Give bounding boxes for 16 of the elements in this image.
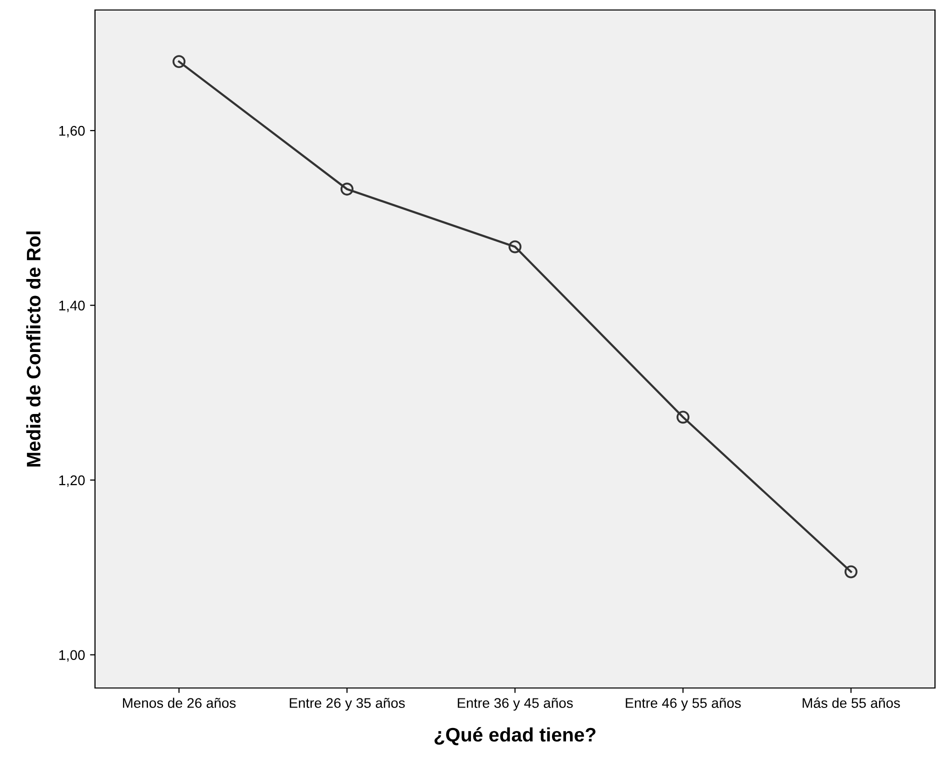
x-axis-title: ¿Qué edad tiene? — [434, 727, 596, 746]
point — [340, 182, 354, 196]
x-tick-label: Entre 26 y 35 años — [290, 698, 405, 711]
point — [844, 565, 858, 578]
x-tick-label: Más de 55 años — [802, 698, 900, 708]
point — [508, 240, 522, 254]
x-tick-label: Menos de 26 años — [123, 698, 236, 708]
y-axis-title: Media de Conflicto de Rol — [26, 232, 41, 467]
point — [172, 55, 186, 68]
y-tick-label: 1,40 — [59, 300, 85, 312]
y-tick-label: 1,60 — [59, 126, 85, 138]
y-tick-label: 1,20 — [59, 475, 85, 487]
x-tick-label: Entre 36 y 45 años — [458, 698, 573, 711]
point — [676, 410, 690, 424]
x-tick-label: Entre 46 y 55 años — [626, 698, 741, 711]
y-tick-label: 1,00 — [59, 650, 85, 662]
